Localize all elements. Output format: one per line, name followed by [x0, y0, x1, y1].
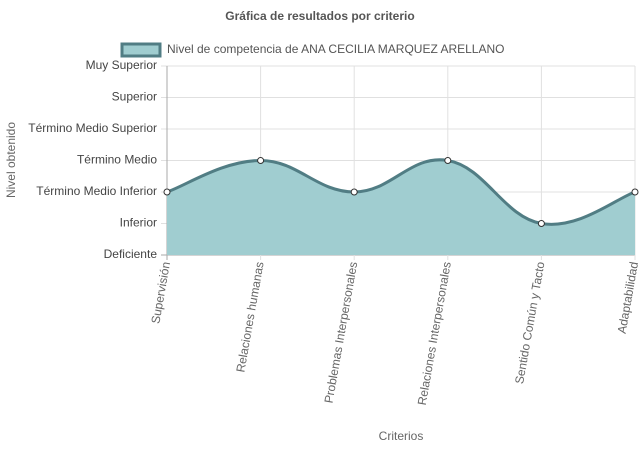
point	[537, 220, 545, 227]
chart-title: Gráfica de resultados por criterio	[225, 9, 414, 23]
y-tick-label: Término Medio	[77, 153, 157, 167]
y-tick-label: Deficiente	[104, 247, 158, 261]
x-tick-label: Relaciones Interpersonales	[415, 261, 454, 407]
y-tick-label: Superior	[112, 90, 157, 104]
y-tick-label: Inferior	[120, 216, 157, 230]
point	[631, 188, 639, 196]
x-tick-label: Sentido Común y Tacto	[512, 260, 547, 385]
x-tick-label: Relaciones humanas	[233, 261, 266, 374]
x-axis-title: Criterios	[379, 429, 424, 443]
point	[257, 157, 265, 164]
point	[350, 188, 358, 196]
legend-label: Nivel de competencia de ANA CECILIA MARQ…	[167, 42, 504, 56]
x-tick-label: Adaptabilidad	[615, 261, 639, 335]
y-axis-title: Nivel obtenido	[4, 122, 18, 198]
y-tick-label: Muy Superior	[86, 58, 157, 72]
y-tick-label: Término Medio Inferior	[36, 184, 157, 198]
x-tick-label: Problemas Interpersonales	[322, 261, 361, 405]
y-tick-label: Término Medio Superior	[28, 121, 157, 135]
line	[166, 158, 636, 226]
legend-swatch	[120, 42, 162, 58]
point	[444, 157, 452, 164]
area-fill	[167, 159, 635, 255]
x-tick-label: Supervisión	[148, 261, 173, 325]
point	[163, 188, 171, 196]
